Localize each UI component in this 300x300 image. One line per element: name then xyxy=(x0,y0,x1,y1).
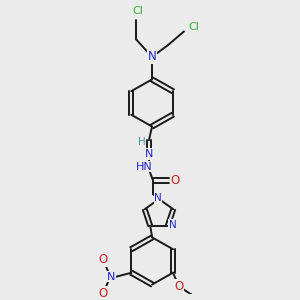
Text: HN: HN xyxy=(136,162,152,172)
Text: N: N xyxy=(154,193,162,203)
Text: O: O xyxy=(170,174,180,187)
Text: N: N xyxy=(145,149,153,159)
Text: N: N xyxy=(148,50,156,63)
Text: O: O xyxy=(99,254,108,266)
Text: Cl: Cl xyxy=(189,22,200,32)
Text: N: N xyxy=(107,272,116,282)
Text: O: O xyxy=(174,280,184,293)
Text: H: H xyxy=(138,137,146,147)
Text: Cl: Cl xyxy=(133,6,143,16)
Text: N: N xyxy=(169,220,177,230)
Text: O: O xyxy=(99,287,108,300)
